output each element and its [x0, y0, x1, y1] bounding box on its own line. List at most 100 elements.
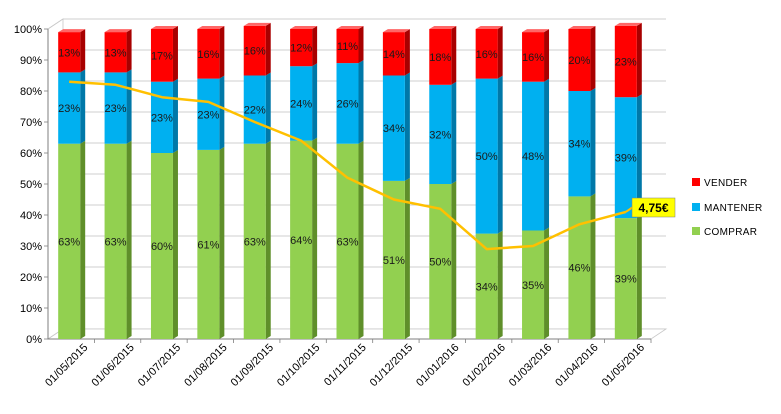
- legend-label-mantener: MANTENER: [704, 203, 763, 214]
- bar-comprar: [429, 184, 452, 339]
- bar-side-vender: [219, 26, 225, 79]
- bar-mantener: [336, 63, 359, 144]
- x-tick-label: 01/03/2016: [507, 342, 554, 389]
- bar-vender: [614, 25, 637, 98]
- bar-side-mantener: [312, 63, 318, 141]
- bar-side-vender: [358, 26, 364, 64]
- bar-mantener: [382, 75, 405, 181]
- x-axis-ticks: 01/05/201501/06/201501/07/201501/08/2015…: [43, 339, 652, 389]
- bar-top-vender: [382, 29, 410, 33]
- bar-side-comprar: [126, 140, 132, 339]
- data-label-comprar: 46%: [568, 263, 590, 275]
- bar-comprar: [336, 143, 359, 339]
- data-label-mantener: 39%: [615, 153, 637, 165]
- data-label-mantener: 23%: [58, 103, 80, 115]
- bar-mantener: [522, 81, 545, 231]
- bar-side-comprar: [80, 140, 86, 339]
- x-tick-label: 01/08/2015: [182, 342, 229, 389]
- data-label-comprar: 39%: [615, 274, 637, 286]
- x-tick-label: 01/02/2016: [461, 342, 508, 389]
- x-tick-label: 01/05/2016: [600, 342, 647, 389]
- bar-side-comprar: [636, 215, 642, 339]
- data-label-vender: 16%: [244, 46, 266, 58]
- bar-comprar: [290, 140, 313, 339]
- bar-comprar: [568, 196, 591, 339]
- data-label-vender: 11%: [337, 41, 358, 53]
- bar-vender: [336, 29, 359, 64]
- data-label-comprar: 60%: [151, 241, 173, 253]
- bar-top-vender: [336, 26, 364, 29]
- x-tick-label: 01/04/2016: [553, 342, 600, 389]
- data-label-vender: 13%: [105, 47, 127, 59]
- bar-vender: [104, 32, 127, 73]
- y-tick-label: 20%: [20, 272, 42, 284]
- data-label-vender: 12%: [290, 43, 312, 55]
- bar-mantener: [243, 75, 266, 144]
- data-label-mantener: 50%: [476, 151, 498, 163]
- data-label-comprar: 63%: [244, 236, 266, 248]
- bar-comprar: [522, 230, 545, 339]
- bar-side-vender: [404, 29, 410, 76]
- legend-swatch-mantener: [692, 203, 700, 211]
- x-tick-label: 01/01/2016: [414, 342, 461, 389]
- data-label-mantener: 34%: [568, 139, 590, 151]
- bar-side-comprar: [219, 146, 225, 339]
- bar-side-vender: [172, 26, 178, 82]
- bar-comprar: [382, 180, 405, 339]
- price-callout: 4,75€: [631, 197, 676, 218]
- bar-top-vender: [522, 29, 550, 33]
- bar-vender: [429, 29, 452, 85]
- data-label-mantener: 24%: [290, 98, 312, 110]
- y-tick-label: 70%: [20, 117, 42, 129]
- bar-top-vender: [475, 26, 503, 29]
- bar-side-mantener: [451, 81, 457, 184]
- data-label-mantener: 26%: [336, 98, 358, 110]
- data-labels: 63% 23% 13% 63% 23% 13% 60% 23% 17% 61% 23% 16% 63% 2…: [58, 41, 637, 293]
- bar-side-comprar: [497, 230, 503, 339]
- bar-side-mantener: [219, 75, 225, 150]
- bar-side-mantener: [544, 78, 550, 231]
- bar-comprar: [150, 153, 173, 339]
- bar-top-vender: [58, 29, 86, 33]
- bar-mantener: [568, 91, 591, 197]
- bar-side-mantener: [636, 94, 642, 219]
- price-line: [69, 80, 627, 251]
- bar-vender: [475, 29, 498, 79]
- bar-top-vender: [614, 22, 642, 26]
- price-callout-box: [631, 197, 676, 218]
- price-callout-label: 4,75€: [638, 201, 668, 215]
- bar-vender: [522, 32, 545, 82]
- data-label-comprar: 34%: [476, 281, 498, 293]
- bar-side-vender: [312, 26, 318, 67]
- data-label-vender: 16%: [197, 49, 219, 61]
- bar-vender: [568, 29, 591, 91]
- y-tick-label: 100%: [14, 24, 42, 36]
- bar-side-comprar: [172, 150, 178, 339]
- bar-mantener: [290, 66, 313, 141]
- bar-side-vender: [451, 26, 457, 85]
- y-tick-label: 40%: [20, 210, 42, 222]
- data-label-vender: 20%: [568, 55, 590, 67]
- data-label-mantener: 22%: [244, 105, 266, 117]
- bar-side-mantener: [126, 69, 132, 144]
- bar-side-comprar: [590, 193, 596, 339]
- bar-top-vender: [104, 29, 132, 33]
- data-label-mantener: 23%: [151, 112, 173, 124]
- data-label-vender: 13%: [58, 47, 80, 59]
- data-label-comprar: 64%: [290, 235, 312, 247]
- x-tick-label: 01/12/2015: [368, 342, 415, 389]
- bar-comprar: [614, 218, 637, 339]
- bar-vender: [150, 29, 173, 82]
- y-tick-label: 50%: [20, 179, 42, 191]
- data-label-vender: 17%: [151, 50, 173, 62]
- bar-side-vender: [80, 29, 86, 73]
- bar-top-vender: [150, 26, 178, 29]
- data-label-vender: 18%: [429, 52, 451, 64]
- bar-mantener: [150, 81, 173, 153]
- data-label-vender: 23%: [615, 57, 637, 69]
- bar-comprar: [197, 149, 220, 339]
- y-tick-label: 30%: [20, 241, 42, 253]
- data-label-comprar: 35%: [522, 280, 544, 292]
- x-tick-label: 01/05/2015: [43, 342, 90, 389]
- bar-mantener: [475, 78, 498, 234]
